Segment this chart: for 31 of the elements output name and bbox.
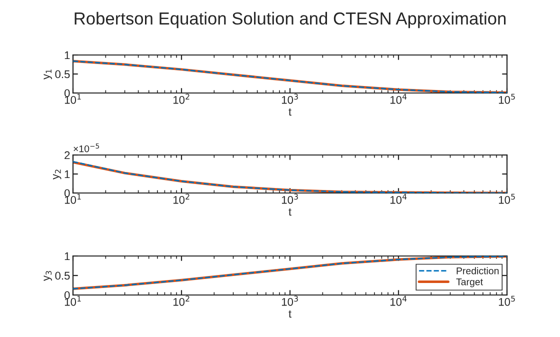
x-tick-label: 10$^{2}$ [173, 94, 190, 104]
y-tick-label: 1 [64, 51, 70, 60]
y-tick-label: 0 [64, 291, 70, 300]
chart-title: Robertson Equation Solution and CTESN Approximation [74, 12, 506, 28]
x-tick-label: 10$^{3}$ [282, 94, 298, 104]
x-axis-title: t [288, 108, 292, 116]
x-axis-title: t [288, 310, 292, 318]
y-tick-label: 0 [64, 189, 70, 198]
x-tick-label: 10$^{2}$ [173, 194, 190, 204]
text: ×10$^{−5}$ [74, 143, 100, 152]
y-tick-label: 1 [64, 170, 70, 178]
legend-label: Prediction [456, 267, 499, 274]
y-tick-label: 2 [64, 151, 70, 160]
x-tick-label: 10$^{2}$ [173, 296, 190, 306]
y-tick-label: 0 [64, 89, 70, 98]
x-tick-label: 10$^{4}$ [390, 194, 407, 204]
y-axis-title: y$_{3}$ [44, 271, 52, 281]
x-tick-label: 10$^{3}$ [282, 296, 298, 306]
x-axis-title: t [288, 208, 292, 216]
x-tick-label: 10$^{5}$ [498, 296, 515, 306]
y-tick-label: 0.5 [55, 272, 70, 280]
legend-label: Target [456, 278, 483, 288]
y-axis-title: y$_{2}$ [53, 170, 62, 180]
y-tick-label: 1 [64, 252, 70, 260]
x-tick-label: 10$^{5}$ [498, 194, 515, 204]
x-tick-label: 10$^{5}$ [498, 94, 515, 104]
y-axis-title: y$_{1}$ [44, 70, 52, 80]
x-tick-label: 10$^{4}$ [390, 296, 407, 306]
x-tick-label: 10$^{4}$ [390, 94, 407, 104]
y-tick-label: 0.5 [55, 70, 70, 78]
x-tick-label: 10$^{3}$ [282, 194, 298, 204]
